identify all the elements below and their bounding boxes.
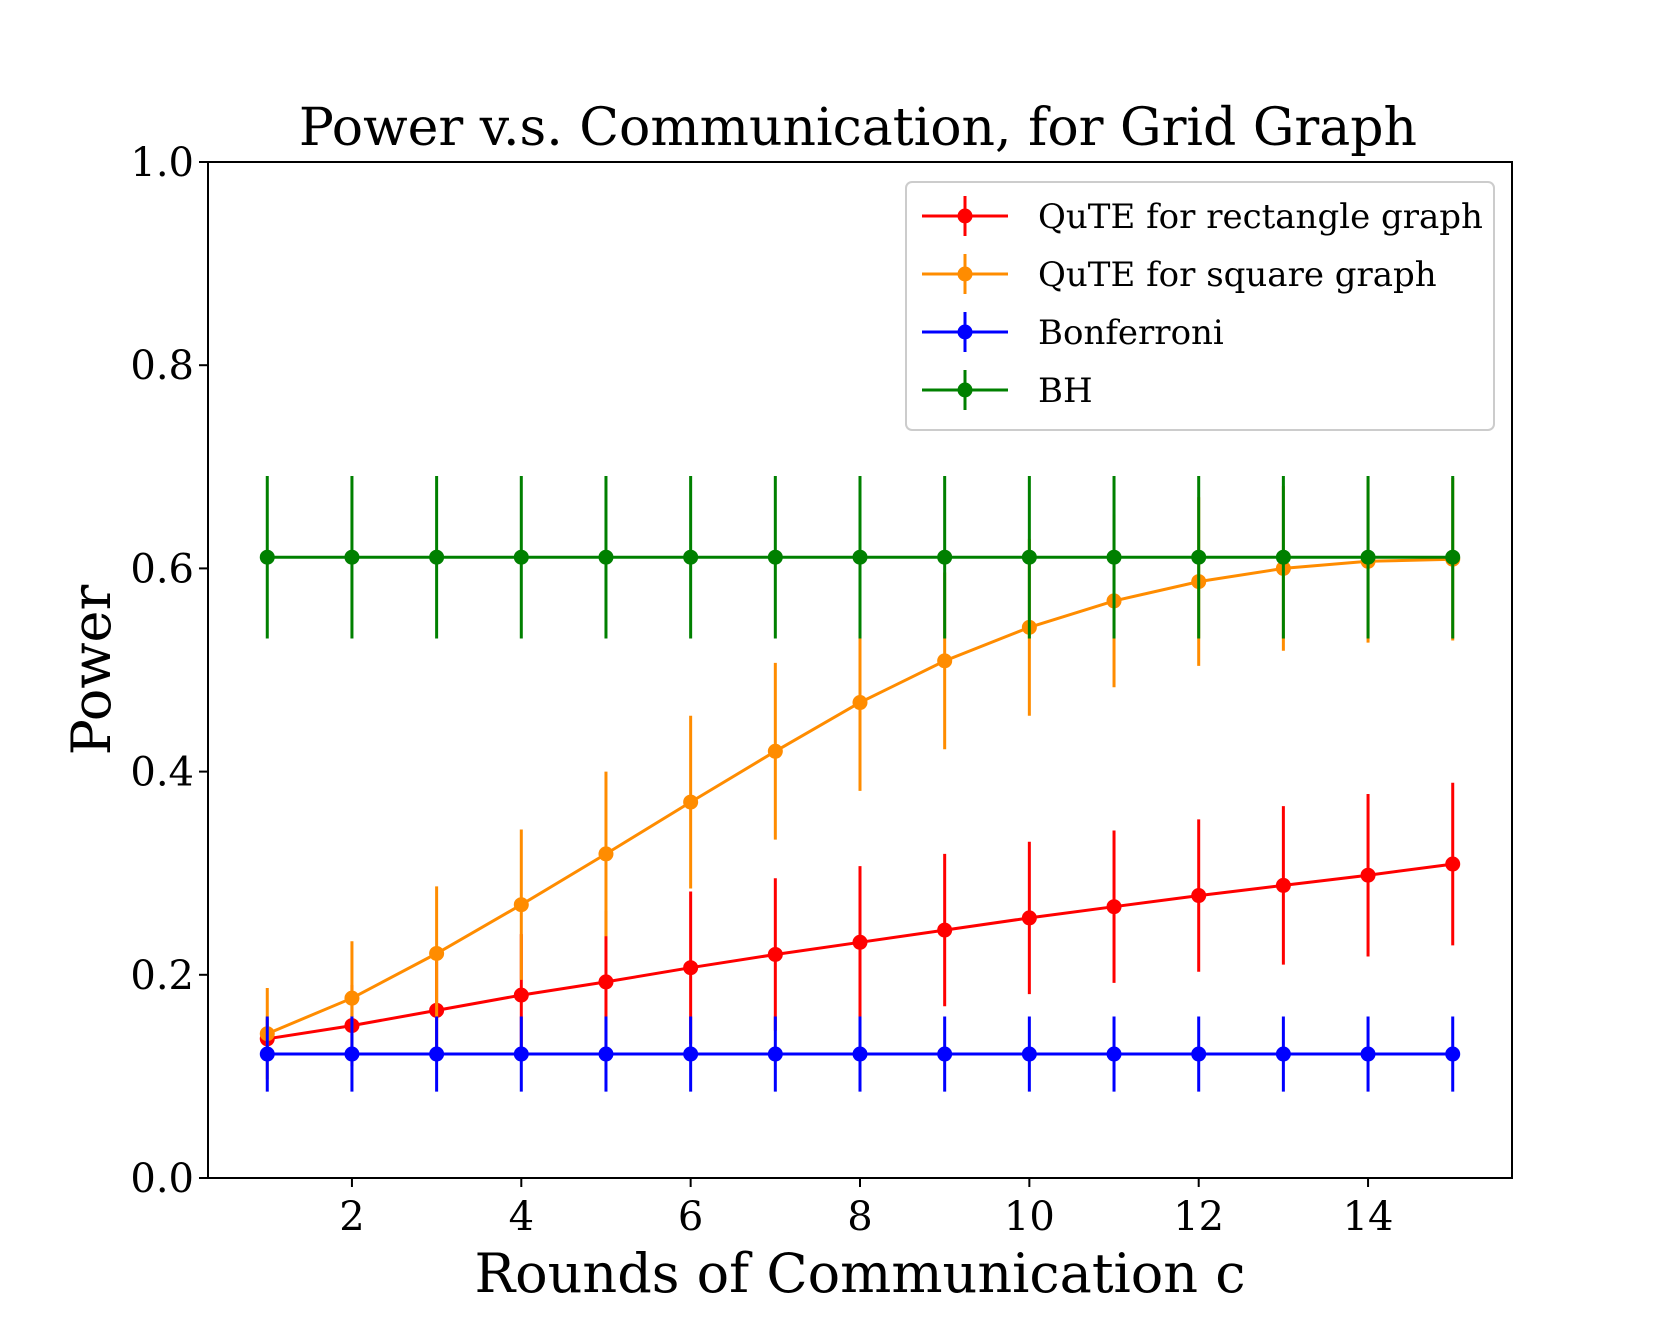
data-point: [937, 549, 953, 565]
axis-ticks: 2 4 6 8 10 12 14 0.0 0.2 0.4 0.6 0.8 1.0: [130, 140, 1393, 1240]
data-point: [683, 1046, 699, 1062]
data-point: [852, 695, 868, 711]
x-tick-label: 8: [847, 1194, 872, 1240]
data-point: [598, 846, 614, 862]
data-point: [683, 794, 699, 810]
x-tick-label: 6: [678, 1194, 703, 1240]
data-point: [1445, 1046, 1461, 1062]
legend-item: QuTE for rectangle graph: [922, 196, 1483, 237]
data-point: [767, 549, 783, 565]
data-point: [513, 1046, 529, 1062]
y-tick-label: 0.6: [130, 546, 194, 592]
data-point: [429, 945, 445, 961]
data-point: [937, 922, 953, 938]
data-point: [259, 1046, 275, 1062]
x-axis-label: Rounds of Communication c: [474, 1242, 1245, 1305]
data-point: [767, 1046, 783, 1062]
data-point: [767, 946, 783, 962]
series-layer: [259, 475, 1461, 1092]
y-tick-label: 0.0: [130, 1156, 194, 1202]
legend-marker: [957, 382, 973, 398]
legend-box: [905, 181, 1495, 431]
legend-label: BH: [1038, 371, 1093, 411]
legend-marker: [957, 266, 973, 282]
data-point: [344, 1046, 360, 1062]
data-point: [513, 897, 529, 913]
data-point: [1021, 549, 1037, 565]
data-point: [1445, 549, 1461, 565]
legend-label: QuTE for rectangle graph: [1038, 197, 1483, 237]
x-tick-label: 4: [509, 1194, 534, 1240]
legend: QuTE for rectangle graph QuTE for square …: [905, 181, 1495, 431]
data-point: [259, 549, 275, 565]
data-point: [598, 549, 614, 565]
x-tick-label: 10: [1004, 1194, 1055, 1240]
legend-item: BH: [922, 370, 1093, 411]
data-point: [852, 1046, 868, 1062]
data-point: [852, 934, 868, 950]
data-point: [1021, 910, 1037, 926]
x-tick-label: 12: [1173, 1194, 1224, 1240]
legend-item: QuTE for square graph: [922, 254, 1437, 295]
y-tick-label: 0.2: [130, 953, 194, 999]
data-point: [1275, 549, 1291, 565]
series-bh: [259, 475, 1461, 639]
data-point: [937, 1046, 953, 1062]
legend-marker: [957, 324, 973, 340]
series-bonferroni: [259, 1016, 1461, 1092]
x-tick-label: 2: [339, 1194, 364, 1240]
data-point: [1191, 888, 1207, 904]
legend-item: Bonferroni: [922, 312, 1224, 353]
data-point: [1275, 877, 1291, 893]
data-point: [598, 974, 614, 990]
data-point: [683, 960, 699, 976]
data-point: [429, 1046, 445, 1062]
x-tick-label: 14: [1343, 1194, 1394, 1240]
data-point: [1106, 899, 1122, 915]
y-tick-label: 0.4: [130, 750, 194, 796]
data-point: [1191, 549, 1207, 565]
data-point: [429, 549, 445, 565]
data-point: [1275, 1046, 1291, 1062]
data-point: [513, 549, 529, 565]
data-point: [937, 653, 953, 669]
data-point: [344, 549, 360, 565]
data-point: [1106, 549, 1122, 565]
data-point: [852, 549, 868, 565]
data-point: [598, 1046, 614, 1062]
legend-label: QuTE for square graph: [1038, 255, 1437, 295]
data-point: [513, 987, 529, 1003]
data-point: [1360, 549, 1376, 565]
data-point: [683, 549, 699, 565]
chart-title: Power v.s. Communication, for Grid Graph: [299, 98, 1417, 158]
data-point: [1191, 1046, 1207, 1062]
data-point: [1106, 1046, 1122, 1062]
data-point: [1021, 1046, 1037, 1062]
legend-marker: [957, 208, 973, 224]
y-axis-label: Power: [60, 584, 123, 755]
y-tick-label: 1.0: [130, 140, 194, 186]
data-point: [1360, 1046, 1376, 1062]
data-point: [767, 743, 783, 759]
data-point: [1360, 867, 1376, 883]
legend-label: Bonferroni: [1038, 313, 1224, 353]
data-point: [344, 990, 360, 1006]
data-point: [1445, 856, 1461, 872]
y-tick-label: 0.8: [130, 343, 194, 389]
